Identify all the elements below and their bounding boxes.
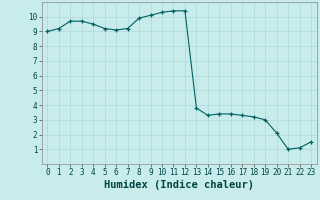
X-axis label: Humidex (Indice chaleur): Humidex (Indice chaleur) bbox=[104, 180, 254, 190]
